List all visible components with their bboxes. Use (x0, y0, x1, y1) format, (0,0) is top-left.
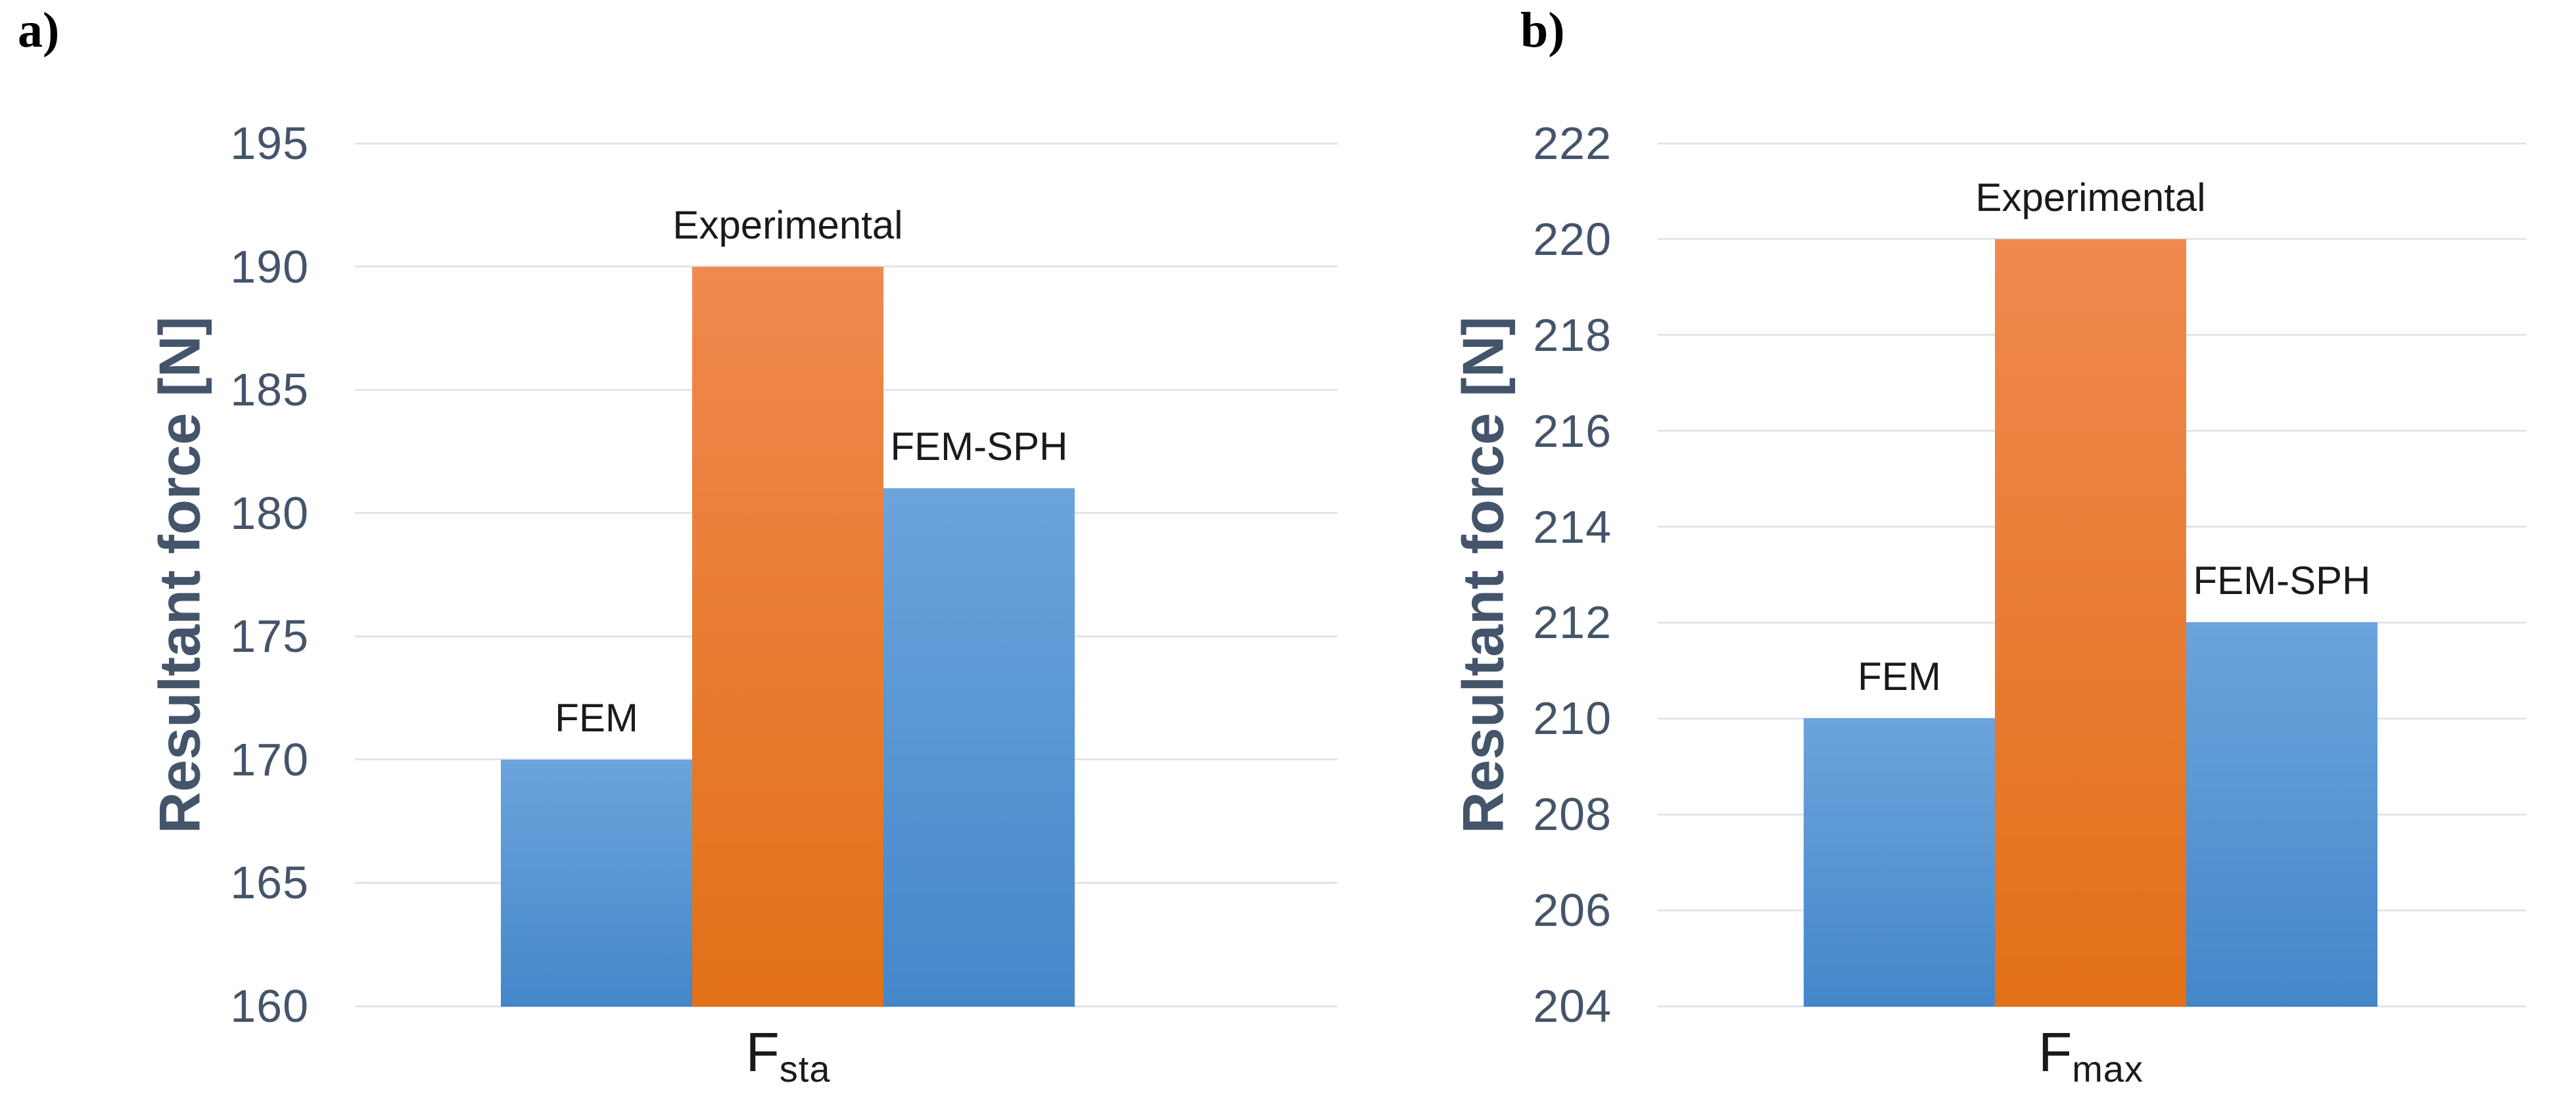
y-tick-label-220: 220 (1533, 213, 1612, 265)
y-axis-title: Resultant force [N] (1450, 316, 1516, 834)
y-tick-label-190: 190 (230, 241, 309, 292)
gridline-y-222 (1658, 142, 2526, 145)
x-axis-title: Fmax (1861, 1019, 2321, 1098)
bar-label-experimental: Experimental (1975, 175, 2206, 219)
bar-label-fem-sph: FEM-SPH (2193, 559, 2371, 603)
x-axis-title-main: F (2038, 1021, 2073, 1083)
y-tick-label-210: 210 (1533, 693, 1612, 745)
bar-label-fem-sph: FEM-SPH (890, 425, 1068, 469)
bar-experimental (1995, 239, 2186, 1007)
bar-label-experimental: Experimental (672, 202, 903, 247)
x-axis-title-subscript: max (2072, 1048, 2144, 1090)
y-tick-label-160: 160 (230, 980, 309, 1032)
bar-fem (1804, 718, 1995, 1007)
bar-fem-sph (883, 488, 1075, 1007)
y-tick-label-180: 180 (230, 487, 309, 539)
bar-label-fem: FEM (1858, 654, 1941, 699)
y-tick-label-214: 214 (1533, 501, 1612, 553)
y-tick-label-222: 222 (1533, 118, 1612, 169)
y-tick-label-170: 170 (230, 733, 309, 785)
x-axis-title: Fsta (558, 1019, 1018, 1098)
y-tick-label-208: 208 (1533, 789, 1612, 840)
y-tick-label-195: 195 (230, 118, 309, 169)
x-axis-title-subscript: sta (779, 1048, 831, 1090)
y-tick-label-206: 206 (1533, 884, 1612, 936)
bar-fem (501, 759, 692, 1007)
panel-label-a: a) (18, 3, 60, 58)
x-axis-title-main: F (745, 1021, 780, 1083)
bar-experimental (692, 266, 883, 1007)
y-tick-label-212: 212 (1533, 597, 1612, 649)
y-tick-label-216: 216 (1533, 405, 1612, 457)
panel-label-b: b) (1520, 3, 1565, 58)
y-tick-label-165: 165 (230, 857, 309, 909)
y-tick-label-185: 185 (230, 364, 309, 416)
y-tick-label-175: 175 (230, 610, 309, 662)
bar-fem-sph (2186, 622, 2377, 1007)
y-tick-label-204: 204 (1533, 980, 1612, 1032)
y-tick-label-218: 218 (1533, 309, 1612, 361)
gridline-y-195 (355, 142, 1338, 145)
bar-label-fem: FEM (555, 695, 638, 740)
